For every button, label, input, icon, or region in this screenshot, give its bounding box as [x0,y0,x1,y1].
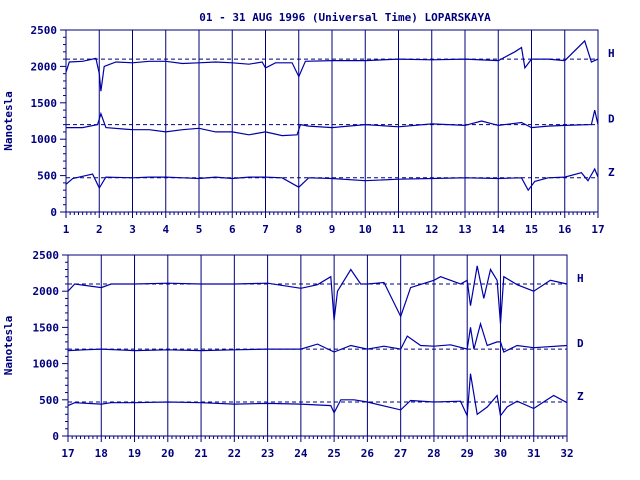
x-tick-label: 29 [461,447,474,460]
x-tick-label: 19 [128,447,141,460]
x-tick-label: 32 [560,447,573,460]
y-tick-label: 1000 [31,133,58,146]
series-line-h [65,39,599,92]
y-tick-label: 2500 [33,249,60,262]
series-line-z [67,373,568,419]
x-tick-label: 7 [262,223,269,236]
x-tick-label: 30 [494,447,507,460]
chart-title: 01 - 31 AUG 1996 (Universal Time) LOPARS… [199,11,491,24]
x-tick-label: 18 [95,447,108,460]
y-tick-label: 2500 [31,24,58,37]
y-tick-label: 1500 [33,321,60,334]
x-tick-label: 10 [359,223,372,236]
series-label-h: H [577,272,584,285]
x-tick-label: 21 [194,447,208,460]
x-tick-label: 13 [458,223,471,236]
y-axis-label: Nanotesla [2,91,15,151]
series-label-d: D [577,337,584,350]
x-tick-label: 6 [229,223,236,236]
y-tick-label: 1000 [33,358,60,371]
series-label-d: D [608,113,615,126]
x-tick-label: 15 [525,223,538,236]
series-line-h [67,265,568,324]
x-tick-label: 28 [427,447,440,460]
x-tick-label: 8 [295,223,302,236]
x-tick-label: 5 [196,223,203,236]
x-tick-label: 1 [63,223,70,236]
x-tick-label: 3 [129,223,136,236]
x-tick-label: 16 [558,223,572,236]
x-tick-label: 9 [329,223,336,236]
series-line-z [65,167,599,192]
series-label-z: Z [608,166,615,179]
y-tick-label: 500 [37,170,57,183]
x-tick-label: 17 [61,447,74,460]
x-tick-label: 11 [392,223,406,236]
x-tick-label: 25 [328,447,341,460]
y-tick-label: 0 [50,206,57,219]
series-label-z: Z [577,390,584,403]
plot-frame [67,254,568,437]
y-tick-label: 500 [39,394,59,407]
x-tick-label: 14 [492,223,506,236]
x-tick-label: 23 [261,447,274,460]
x-tick-label: 2 [96,223,103,236]
series-label-h: H [608,47,615,60]
y-tick-label: 0 [52,430,59,443]
x-tick-label: 24 [294,447,308,460]
x-tick-label: 12 [425,223,438,236]
x-tick-label: 31 [527,447,541,460]
y-tick-label: 2000 [31,60,58,73]
x-tick-label: 22 [228,447,241,460]
chart-panel-bottom: 0 500 1000 1500 2000 2500 17 18 19 20 21 22 23 24 25 26… [2,249,584,460]
x-tick-label: 4 [162,223,169,236]
y-axis-label: Nanotesla [2,316,15,376]
y-tick-label: 1500 [31,97,58,110]
series-line-d [66,109,599,137]
x-tick-label: 17 [591,223,604,236]
series-line-d [67,321,568,353]
x-tick-label: 20 [161,447,174,460]
x-tick-label: 27 [394,447,407,460]
x-tick-label: 26 [361,447,375,460]
y-tick-label: 2000 [33,285,60,298]
